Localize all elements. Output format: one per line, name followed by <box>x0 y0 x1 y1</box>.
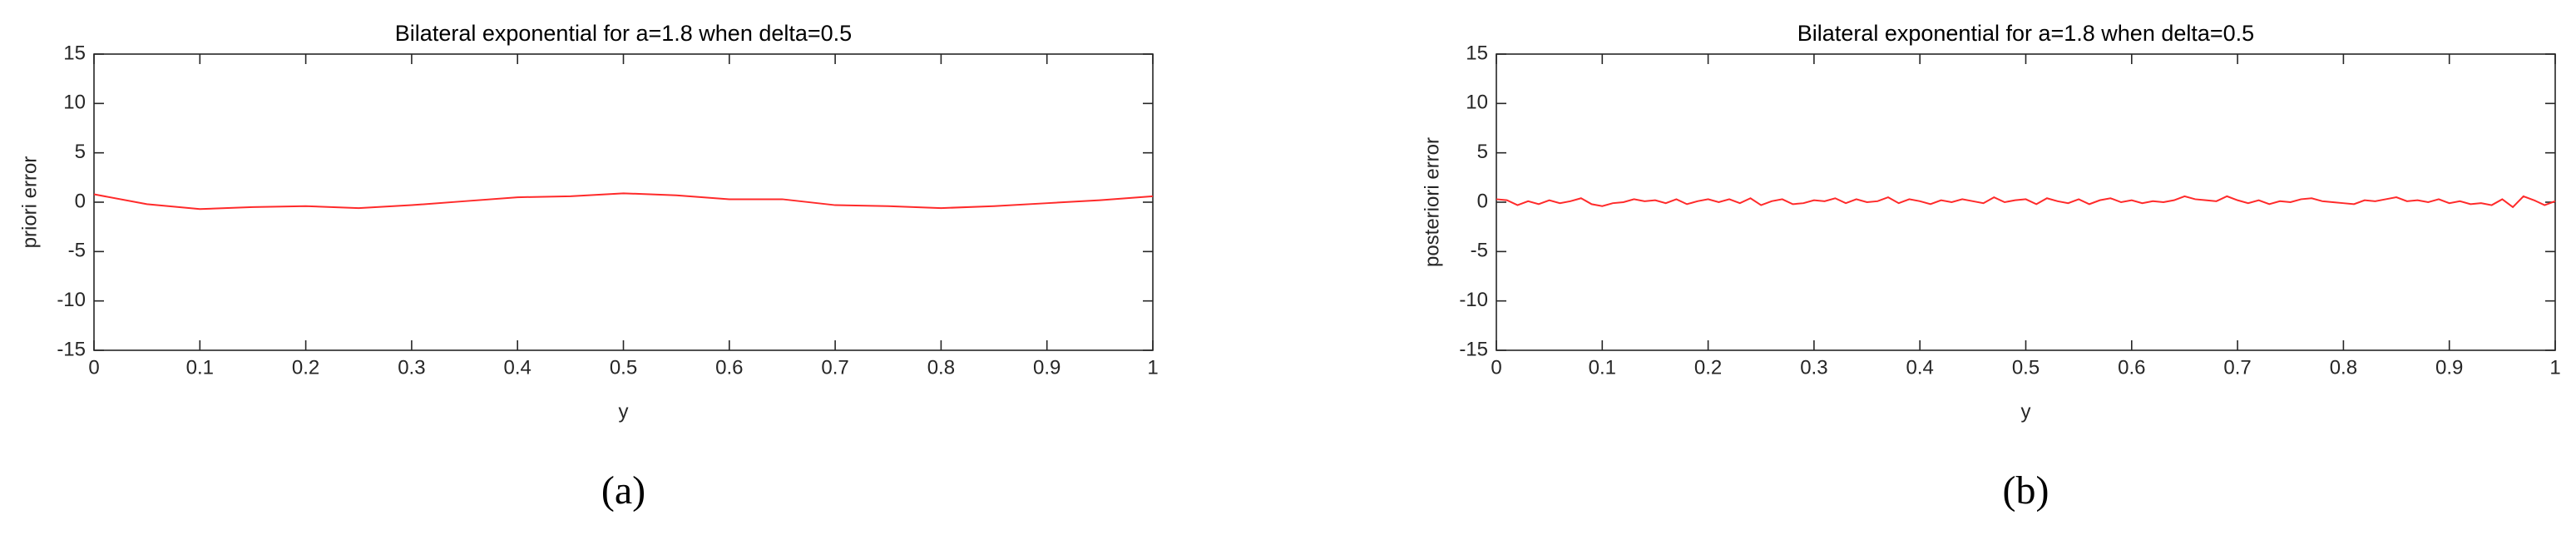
x-tick-label: 1 <box>2549 356 2560 379</box>
y-tick-label: -5 <box>68 240 86 262</box>
y-tick-label: 10 <box>1466 92 1488 114</box>
data-line <box>93 192 1154 211</box>
x-tick-label: 0 <box>1491 356 1501 379</box>
y-tick-label: 15 <box>63 42 86 64</box>
chart-title: Bilateral exponential for a=1.8 when del… <box>1797 21 2254 46</box>
x-tick-label: 0.6 <box>715 356 743 379</box>
plot-frame <box>1496 53 2556 351</box>
x-tick-label: 0.7 <box>821 356 848 379</box>
chart: 0 0.1 0.2 0.3 0.4 0.5 0.6 0.7 0.8 0.9 1 -15 -10 -5 0 5 1… <box>1421 21 2560 513</box>
x-tick-label: 0.2 <box>292 356 319 379</box>
x-tick-label: 0.1 <box>186 356 214 379</box>
x-tick-label: 0.3 <box>398 356 425 379</box>
x-axis-label: y <box>2021 400 2031 423</box>
x-tick-label: 0.9 <box>1033 356 1061 379</box>
y-tick-label: 5 <box>1477 141 1488 163</box>
y-tick-label: 15 <box>1466 42 1488 64</box>
x-tick-label: 0.9 <box>2435 356 2463 379</box>
y-tick-label: -5 <box>1471 240 1488 262</box>
chart-title: Bilateral exponential for a=1.8 when del… <box>395 21 852 46</box>
x-tick-label: 0.2 <box>1694 356 1722 379</box>
x-tick-label: 0.8 <box>2330 356 2357 379</box>
y-axis-label: posteriori error <box>1421 137 1443 267</box>
x-tick-label: 0.4 <box>1906 356 1934 379</box>
x-tick-label: 0.4 <box>504 356 532 379</box>
y-tick-label: -10 <box>1459 289 1488 311</box>
x-tick-label: 0.7 <box>2223 356 2251 379</box>
y-tick-label: -10 <box>57 289 86 311</box>
x-tick-label: 0.3 <box>1800 356 1827 379</box>
x-tick-label: 1 <box>1147 356 1158 379</box>
y-tick-label: 0 <box>1477 190 1488 212</box>
y-tick-label: 5 <box>75 141 86 163</box>
x-tick-label: 0.1 <box>1589 356 1616 379</box>
y-tick-label: 0 <box>75 190 86 212</box>
y-tick-label: -15 <box>57 338 86 360</box>
data-line <box>1496 195 2556 209</box>
y-tick-label: 10 <box>63 92 86 114</box>
chart: 0 0.1 0.2 0.3 0.4 0.5 0.6 0.7 0.8 0.9 1 -15 -10 -5 0 5 1… <box>18 21 1158 513</box>
x-tick-label: 0.5 <box>610 356 637 379</box>
plot-frame <box>93 53 1154 351</box>
x-tick-label: 0 <box>88 356 99 379</box>
x-axis-label: y <box>619 400 629 423</box>
x-tick-label: 0.5 <box>2012 356 2040 379</box>
y-axis-label: priori error <box>18 156 41 249</box>
caption: (b) <box>2003 468 2049 513</box>
caption: (a) <box>601 468 645 513</box>
x-tick-label: 0.8 <box>927 356 955 379</box>
y-tick-label: -15 <box>1459 338 1488 360</box>
x-tick-label: 0.6 <box>2118 356 2145 379</box>
